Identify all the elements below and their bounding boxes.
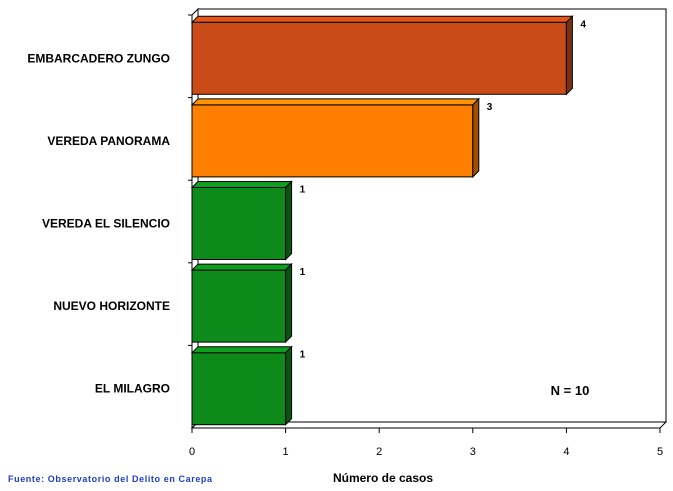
category-label: VEREDA EL SILENCIO <box>42 217 170 231</box>
bar-1 <box>190 97 481 179</box>
value-label: 1 <box>300 350 306 361</box>
value-labels: 4 3 1 1 1 <box>300 19 587 360</box>
category-labels: EMBARCADERO ZUNGO VEREDA PANORAMA VEREDA E… <box>27 14 192 396</box>
source-note: Fuente: Observatorio del Delito en Carep… <box>8 474 213 484</box>
bars-group <box>190 15 574 426</box>
bar-top <box>190 15 574 23</box>
bar-2 <box>190 180 293 261</box>
bar-front <box>191 187 287 260</box>
x-tick-label: 3 <box>470 446 476 458</box>
bar-3 <box>190 262 293 344</box>
x-tick-label: 4 <box>563 446 569 458</box>
bar-front <box>191 269 287 343</box>
sample-size-annotation: N = 10 <box>551 383 590 398</box>
bar-side <box>565 15 573 96</box>
x-tick-label: 2 <box>376 446 382 458</box>
category-label: EL MILAGRO <box>95 382 170 396</box>
bar-front <box>191 104 474 178</box>
category-label: EMBARCADERO ZUNGO <box>27 51 170 65</box>
bar-front <box>191 352 287 426</box>
bar-side <box>472 97 480 179</box>
bar-0 <box>190 15 574 96</box>
bar-side <box>285 180 293 261</box>
category-label: VEREDA PANORAMA <box>47 134 170 148</box>
bar-side <box>285 345 293 426</box>
bar-front <box>191 21 567 95</box>
bar-4 <box>190 345 293 426</box>
value-label: 4 <box>580 19 586 30</box>
x-axis-title: Número de casos <box>333 471 433 485</box>
bar-top <box>190 346 293 354</box>
bar-top <box>190 98 481 106</box>
x-axis: 0 1 2 3 4 5 <box>189 427 663 458</box>
bar-top <box>190 181 293 188</box>
value-label: 3 <box>487 102 493 113</box>
x-tick-label: 5 <box>657 446 663 458</box>
bar-top <box>190 263 293 271</box>
category-label: NUEVO HORIZONTE <box>53 299 170 313</box>
x-tick-label: 1 <box>283 446 289 458</box>
x-tick-label: 0 <box>189 446 195 458</box>
bar-side <box>285 262 293 344</box>
value-label: 1 <box>300 267 306 278</box>
value-label: 1 <box>300 185 306 196</box>
